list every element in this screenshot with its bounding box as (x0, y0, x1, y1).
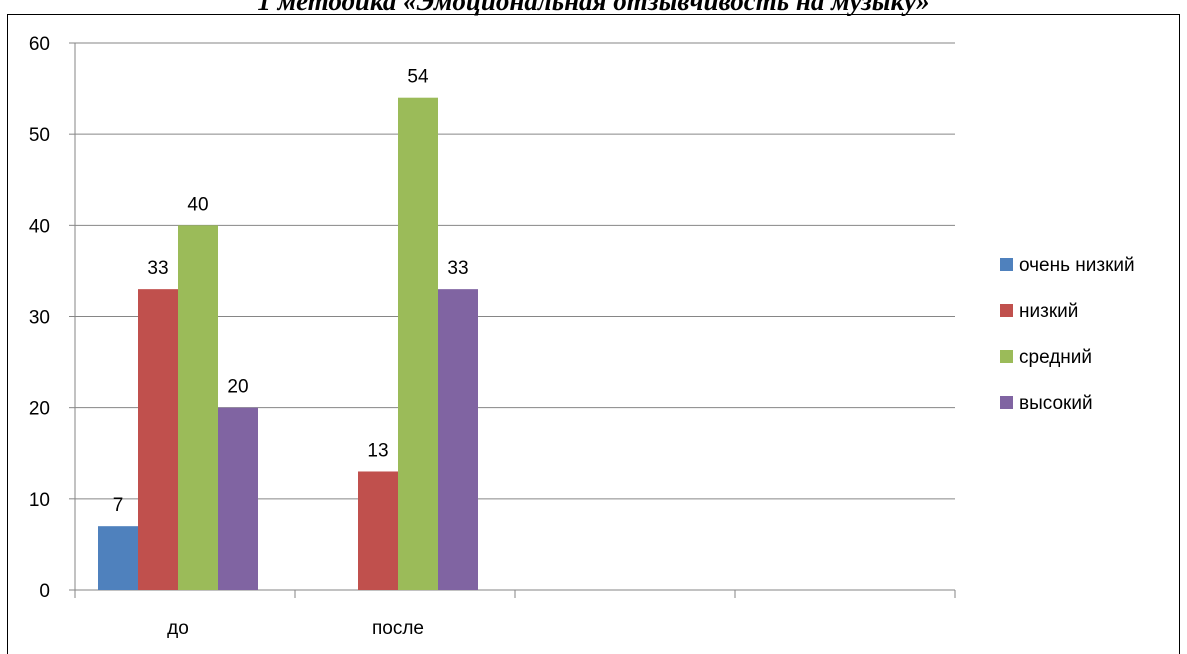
legend: очень низкий низкий средний высокий (1000, 255, 1135, 414)
data-label: 33 (147, 258, 168, 279)
legend-swatch (1000, 258, 1013, 271)
y-tick-label: 10 (29, 490, 50, 511)
bar (438, 289, 478, 590)
y-tick-label: 60 (29, 34, 50, 55)
y-tick-label: 40 (29, 216, 50, 237)
legend-swatch (1000, 350, 1013, 363)
legend-entry: низкий (1019, 301, 1078, 322)
chart-frame (7, 14, 1180, 654)
data-label: 40 (187, 194, 208, 215)
legend-swatch (1000, 304, 1013, 317)
bar (98, 526, 138, 590)
y-tick-label: 0 (39, 581, 50, 602)
y-tick-label: 30 (29, 308, 50, 329)
y-tick-labels: 0 10 20 30 40 50 60 (29, 34, 50, 602)
data-label: 7 (113, 495, 124, 516)
bar (218, 407, 258, 590)
data-label: 54 (407, 67, 429, 88)
data-label: 13 (367, 440, 388, 461)
bars (98, 97, 478, 591)
legend-entry: высокий (1019, 393, 1093, 414)
bar (358, 471, 398, 590)
legend-swatch (1000, 396, 1013, 409)
legend-entry: очень низкий (1019, 255, 1135, 276)
chart-title: 1 методика «Эмоциональная отзывчивость н… (257, 0, 930, 16)
data-label: 33 (447, 258, 468, 279)
bar (398, 97, 438, 590)
legend-entry: средний (1019, 347, 1092, 368)
x-tick-labels: до после (167, 618, 424, 639)
data-label: 20 (227, 377, 248, 398)
y-tick-label: 50 (29, 125, 50, 146)
data-labels: 7 33 13 40 54 20 33 (113, 67, 469, 516)
y-tick-label: 20 (29, 399, 50, 420)
x-tick-label: после (372, 618, 424, 639)
bar (178, 225, 218, 591)
x-tick-label: до (167, 618, 189, 639)
bar (138, 289, 178, 590)
